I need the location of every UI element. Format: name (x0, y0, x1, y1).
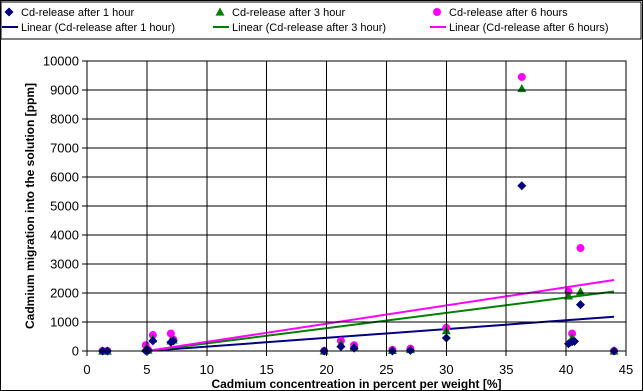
y-tick-label: 10000 (43, 54, 79, 69)
legend-marker (433, 8, 441, 16)
y-tick-label: 5000 (50, 199, 79, 214)
data-point (168, 336, 178, 346)
legend-label: Linear (Cd-release after 1 hour) (21, 22, 175, 34)
x-axis-title: Cadmium concentreation in percent per we… (211, 377, 501, 391)
x-tick-label: 5 (143, 362, 150, 377)
y-axis-title: Cadmium migration into the solution [ppm… (23, 83, 37, 329)
data-point (148, 336, 158, 346)
data-point (576, 244, 585, 253)
plot-area (98, 72, 619, 356)
data-point (569, 336, 579, 346)
x-tick-label: 0 (83, 362, 90, 377)
x-tick-label: 10 (200, 362, 214, 377)
legend-label: Cd-release after 1 hour (21, 7, 134, 19)
y-tick-label: 9000 (50, 83, 79, 98)
data-point (349, 343, 359, 353)
y-tick-label: 6000 (50, 170, 79, 185)
x-tick-label: 45 (619, 362, 633, 377)
legend-label: Cd-release after 6 hours (449, 7, 568, 19)
legend-label: Linear (Cd-release after 3 hour) (232, 22, 386, 34)
legend-label: Cd-release after 3 hour (232, 7, 345, 19)
legend-marker (4, 7, 14, 17)
data-point (575, 300, 585, 310)
legend-label: Linear (Cd-release after 6 hours) (449, 22, 609, 34)
y-tick-label: 7000 (50, 141, 79, 156)
y-tick-label: 0 (72, 344, 79, 359)
y-tick-label: 1000 (50, 315, 79, 330)
y-tick-label: 3000 (50, 257, 79, 272)
x-tick-label: 25 (379, 362, 393, 377)
x-tick-label: 35 (499, 362, 513, 377)
data-point (517, 84, 527, 93)
x-tick-label: 40 (559, 362, 573, 377)
legend-marker (215, 7, 225, 16)
trendline (146, 278, 615, 352)
x-tick-label: 30 (439, 362, 453, 377)
data-point (405, 345, 415, 355)
legend: Cd-release after 1 hour Cd-release after … (0, 1, 642, 40)
trendline (146, 290, 615, 352)
x-tick-label: 15 (259, 362, 273, 377)
y-tick-label: 4000 (50, 228, 79, 243)
data-point (517, 181, 527, 191)
data-point (143, 345, 153, 355)
data-point (575, 287, 585, 296)
data-point (517, 72, 526, 81)
x-tick-label: 20 (319, 362, 333, 377)
data-point (336, 342, 346, 352)
y-tick-label: 2000 (50, 286, 79, 301)
y-tick-label: 8000 (50, 112, 79, 127)
